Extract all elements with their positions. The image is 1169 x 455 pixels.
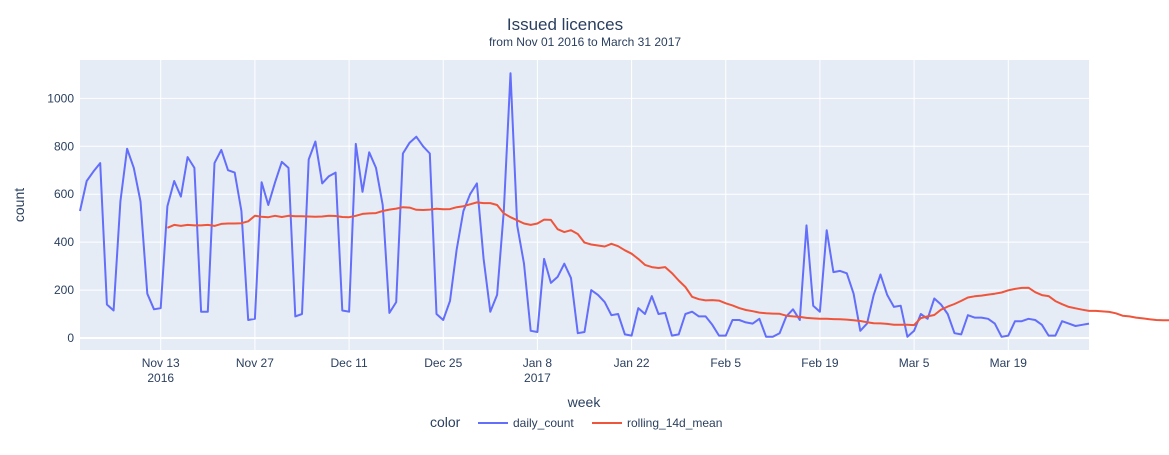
y-tick-label: 400 xyxy=(54,235,74,249)
legend-title: color xyxy=(430,414,461,430)
series-line-rolling-14d-mean xyxy=(167,201,1169,327)
x-tick-year-label: 2017 xyxy=(524,371,551,385)
x-tick-label: Nov 13 xyxy=(142,356,180,370)
legend-item-rolling-14d-mean[interactable]: rolling_14d_mean xyxy=(592,416,722,430)
y-tick-label: 600 xyxy=(54,187,74,201)
y-tick-label: 0 xyxy=(67,331,74,345)
series-lines xyxy=(79,72,1169,338)
y-tick-label: 1000 xyxy=(47,91,74,105)
y-tick-label: 200 xyxy=(54,283,74,297)
x-tick-label: Feb 5 xyxy=(710,356,741,370)
y-tick-label: 800 xyxy=(54,139,74,153)
x-tick-year-label: 2016 xyxy=(147,371,174,385)
legend-label-rolling-14d-mean: rolling_14d_mean xyxy=(627,416,722,430)
x-tick-label: Jan 22 xyxy=(614,356,650,370)
x-tick-label: Feb 19 xyxy=(801,356,839,370)
legend-label-daily-count: daily_count xyxy=(513,416,574,430)
y-axis-label: count xyxy=(11,188,27,222)
chart-subtitle: from Nov 01 2016 to March 31 2017 xyxy=(489,35,681,49)
plot-area xyxy=(80,60,1089,350)
x-tick-label: Nov 27 xyxy=(236,356,274,370)
legend-item-daily-count[interactable]: daily_count xyxy=(478,416,574,430)
x-axis-label: week xyxy=(567,394,602,410)
chart-title: Issued licences xyxy=(507,15,623,34)
x-tick-label: Jan 8 xyxy=(523,356,553,370)
legend: color daily_count rolling_14d_mean xyxy=(430,414,722,430)
x-tick-label: Mar 5 xyxy=(899,356,930,370)
x-tick-label: Mar 19 xyxy=(990,356,1028,370)
x-tick-label: Dec 25 xyxy=(424,356,462,370)
series-line-daily-count xyxy=(79,72,1090,338)
x-tick-label: Dec 11 xyxy=(330,356,367,370)
